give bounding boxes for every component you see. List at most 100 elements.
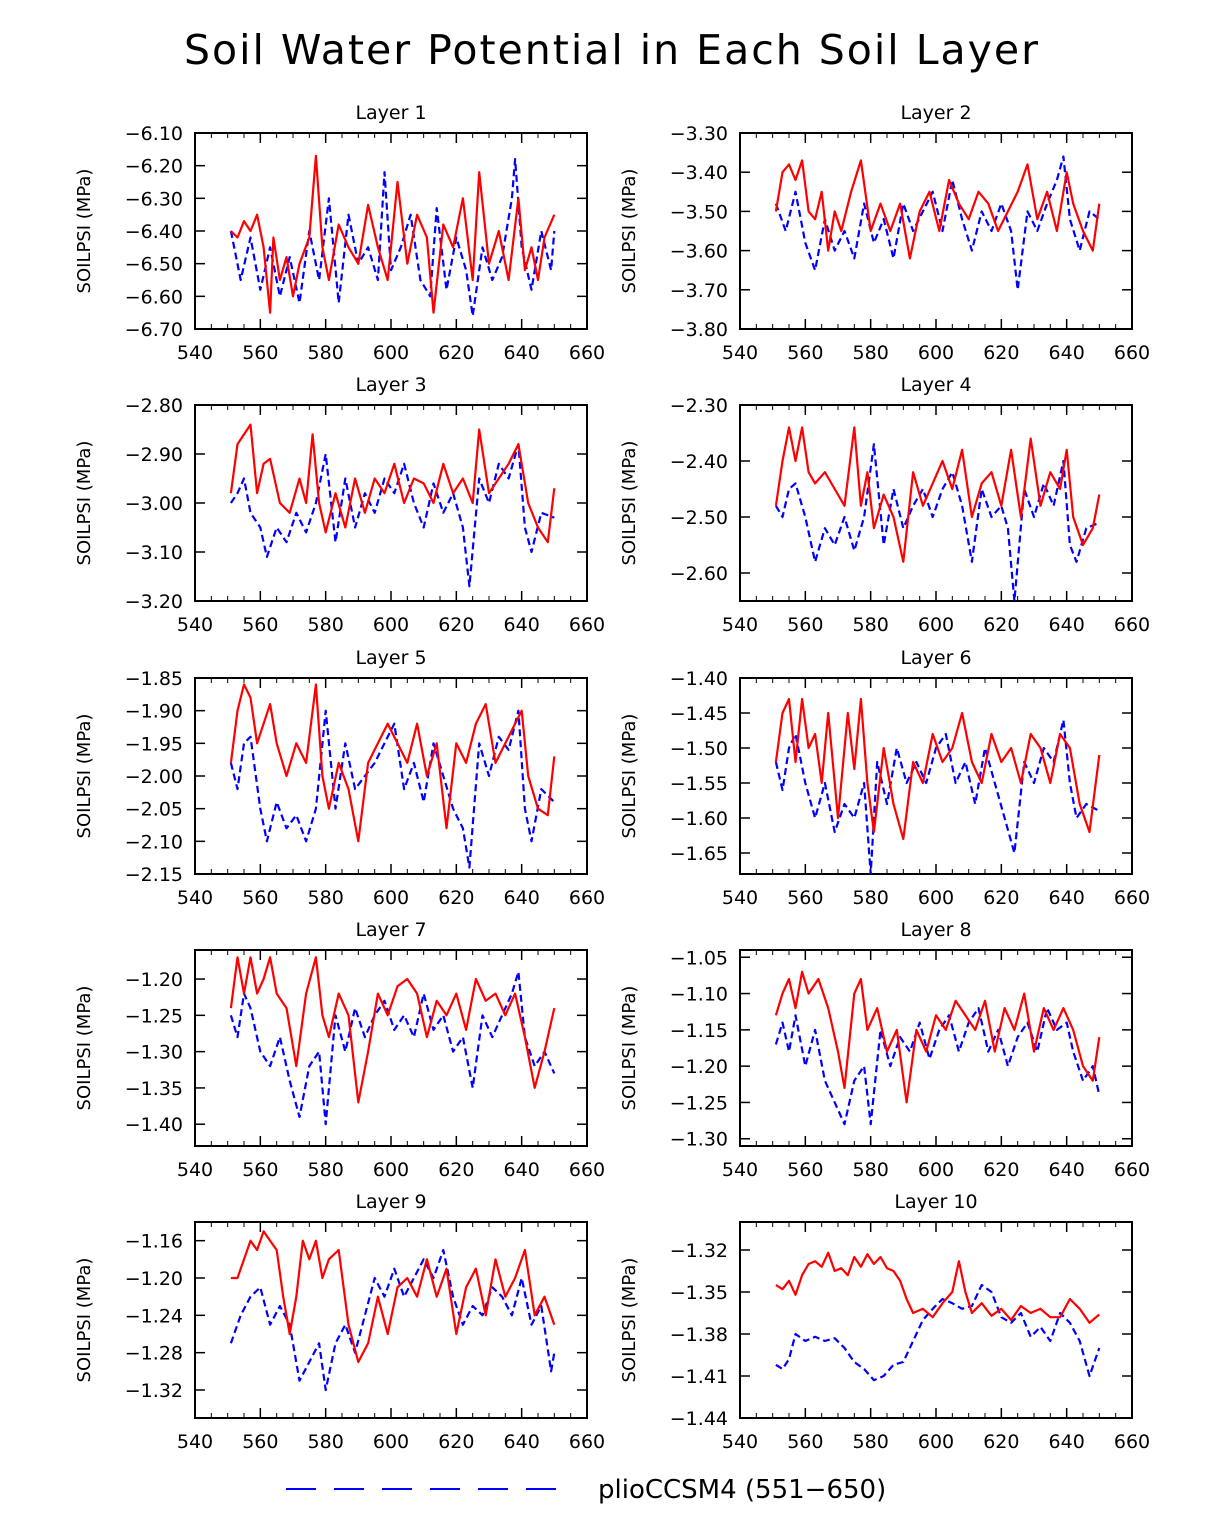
y-tick-label: −1.25 [670,1092,728,1114]
x-tick-label: 640 [504,614,540,636]
legend-label: plioCCSM4 (551−650) [598,1475,886,1505]
y-axis-label: SOILPSI (MPa) [74,169,95,294]
x-tick-label: 600 [373,1159,409,1181]
y-tick-label: −3.50 [670,201,728,223]
x-tick-label: 640 [504,1159,540,1181]
series-line-red [774,426,1101,563]
x-tick-label: 540 [177,342,213,364]
x-tick-label: 660 [1114,614,1150,636]
panel-layer-6: Layer 6 540 560 580 600 620 640 660 −1.65 −1.60 −1… [619,647,1150,909]
y-tick-label: −1.35 [125,1078,183,1100]
panel-layer-8: Layer 8 540 560 580 600 620 640 660 −1.30 −1.25 −1… [619,919,1150,1181]
y-axis-label: SOILPSI (MPa) [74,441,95,566]
x-tick-label: 580 [853,342,889,364]
x-tick-label: 580 [853,614,889,636]
x-tick-label: 660 [1114,887,1150,909]
x-tick-label: 580 [308,342,344,364]
series-line-red [774,159,1101,260]
x-tick-label: 560 [787,342,823,364]
panel-layer-3: Layer 3 540 560 580 600 620 640 660 −3.20 −3.10 −3… [74,374,605,636]
y-tick-label: −1.35 [670,1282,728,1304]
x-tick-label: 660 [569,887,605,909]
y-tick-label: −6.40 [125,221,183,243]
x-tick-label: 560 [242,1159,278,1181]
x-tick-label: 620 [983,1431,1019,1453]
plot-frame [194,132,588,330]
x-tick-label: 540 [177,887,213,909]
x-tick-label: 560 [787,614,823,636]
series-line-pliocssm4 [774,718,1100,874]
series-line-red [230,1230,556,1364]
panel-layer-1: Layer 1 540 560 580 600 620 640 660 −6.70 −6.60 −6… [74,102,605,364]
y-tick-label: −1.32 [125,1380,183,1402]
x-tick-label: 660 [569,1431,605,1453]
y-tick-label: −6.50 [125,254,183,276]
series-line-pliocssm4 [774,1006,1101,1126]
panel-title: Layer 2 [900,102,971,124]
y-tick-label: −2.60 [670,563,728,585]
y-tick-label: −1.41 [670,1366,728,1388]
series-line-pliocssm4 [229,970,556,1126]
series-line-red [774,970,1101,1104]
series-line-pliocssm4 [229,443,555,588]
series-line-red [774,697,1101,841]
panel-title: Layer 6 [900,647,971,669]
y-axis-label: SOILPSI (MPa) [74,986,95,1111]
x-tick-label: 540 [722,1159,758,1181]
plot-frame [739,404,1133,602]
y-axis-label: SOILPSI (MPa) [619,1258,640,1383]
y-tick-label: −1.60 [670,808,728,830]
series-line-red [229,683,556,843]
x-tick-label: 540 [722,887,758,909]
x-tick-label: 640 [1049,342,1085,364]
y-tick-label: −1.55 [670,773,728,795]
x-tick-label: 620 [438,1159,474,1181]
x-tick-label: 580 [853,1431,889,1453]
y-axis-label: SOILPSI (MPa) [619,441,640,566]
panel-layer-10: Layer 10 540 560 580 600 620 640 660 −1.44 −1.41 −… [619,1191,1150,1453]
x-tick-label: 640 [1049,1431,1085,1453]
x-tick-label: 600 [918,1431,954,1453]
panel-title: Layer 5 [355,647,426,669]
y-tick-label: −3.00 [125,493,183,515]
x-tick-label: 560 [787,1431,823,1453]
x-tick-label: 600 [918,887,954,909]
y-tick-label: −3.30 [670,123,728,145]
y-axis-label: SOILPSI (MPa) [619,986,640,1111]
series-line-pliocssm4 [774,155,1100,291]
y-tick-label: −3.80 [670,319,728,341]
x-tick-label: 540 [722,342,758,364]
y-tick-label: −1.20 [125,969,183,991]
panel-title: Layer 3 [355,374,426,396]
y-tick-label: −1.85 [125,668,183,690]
x-tick-label: 640 [504,342,540,364]
y-tick-label: −1.28 [125,1343,183,1365]
y-tick-label: −1.45 [670,703,728,725]
panel-title: Layer 7 [355,919,426,941]
chart-panels: Layer 1 540 560 580 600 620 640 660 −6.70 −6.60 −6… [74,102,1150,1453]
series-line-pliocssm4 [229,709,556,869]
y-tick-label: −1.65 [670,843,728,865]
y-tick-label: −1.20 [125,1268,183,1290]
y-tick-label: −3.70 [670,280,728,302]
x-tick-label: 620 [438,887,474,909]
y-tick-label: −2.50 [670,507,728,529]
x-tick-label: 560 [242,1431,278,1453]
y-tick-label: −1.15 [670,1020,728,1042]
series-line-red [230,154,556,314]
y-axis-label: SOILPSI (MPa) [619,169,640,294]
x-tick-label: 580 [308,1159,344,1181]
y-tick-label: −1.25 [125,1005,183,1027]
x-tick-label: 620 [438,342,474,364]
y-axis-label: SOILPSI (MPa) [619,714,640,839]
y-tick-label: −1.30 [670,1129,728,1151]
y-axis-label: SOILPSI (MPa) [74,1258,95,1383]
y-tick-label: −2.10 [125,831,183,853]
y-tick-label: −1.40 [125,1114,183,1136]
x-tick-label: 580 [308,614,344,636]
y-tick-label: −6.30 [125,188,183,210]
legend: plioCCSM4 (551−650) [286,1475,886,1505]
x-tick-label: 580 [308,887,344,909]
x-tick-label: 620 [438,1431,474,1453]
figure-title: Soil Water Potential in Each Soil Layer [184,26,1040,74]
